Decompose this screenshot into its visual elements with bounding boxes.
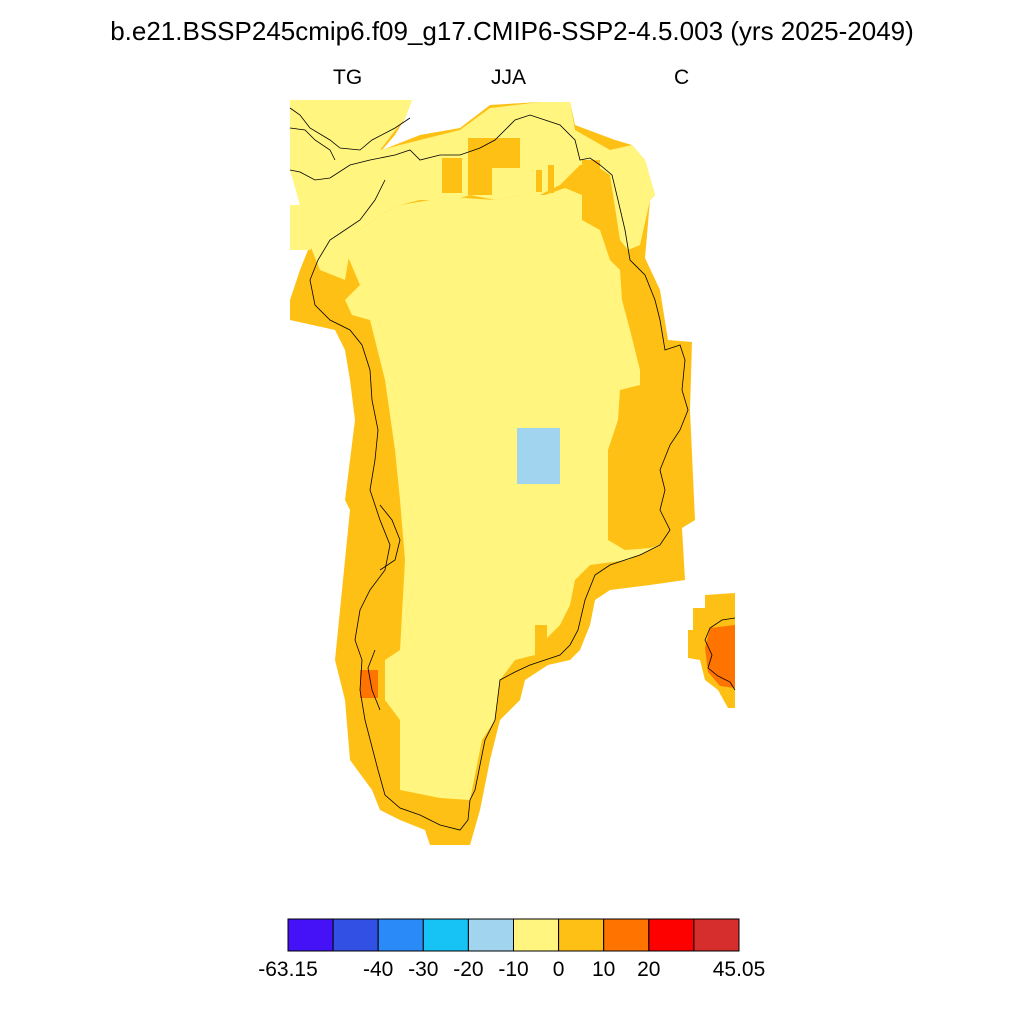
- colorbar-swatch: [603, 918, 650, 952]
- orange-island-region: [705, 625, 735, 688]
- coastline-west-fjords: [367, 504, 401, 711]
- amber-block-southwest: [535, 625, 547, 655]
- amber-block-north-6: [582, 160, 600, 220]
- amber-block-north-4: [548, 165, 554, 193]
- amber-block-north-5: [536, 170, 542, 192]
- colorbar-tick-label: -30: [408, 958, 439, 981]
- variable-label: TG: [333, 66, 363, 89]
- orange-patch-west: [360, 670, 378, 698]
- colorbar: [287, 918, 740, 952]
- coastline: [289, 107, 689, 831]
- yellow-interior-region: [345, 188, 660, 800]
- colorbar-swatch: [377, 918, 424, 952]
- colorbar-swatch: [693, 918, 740, 952]
- colorbar-swatch: [422, 918, 469, 952]
- colorbar-swatch: [467, 918, 514, 952]
- map-title: b.e21.BSSP245cmip6.f09_g17.CMIP6-SSP2-4.…: [110, 16, 914, 46]
- colorbar-swatch: [332, 918, 379, 952]
- amber-block-north-1: [442, 158, 462, 193]
- colorbar-tick-label: -63.15: [258, 958, 318, 981]
- colorbar-swatch: [513, 918, 560, 952]
- blue-patch: [517, 428, 560, 484]
- colorbar-tick-label: -10: [498, 958, 529, 981]
- season-label: JJA: [491, 66, 527, 89]
- amber-block-north-3: [468, 165, 492, 195]
- colorbar-tick-label: -20: [453, 958, 484, 981]
- coastline-island: [704, 617, 736, 691]
- colorbar-tick-label: 45.05: [712, 958, 766, 981]
- colorbar-tick-label: 0: [552, 958, 565, 981]
- colorbar-tick-label: -40: [363, 958, 394, 981]
- colorbar-swatch: [558, 918, 605, 952]
- yellow-patch-northwest: [290, 205, 318, 250]
- amber-block-north-2: [468, 138, 520, 168]
- colorbar-tick-label: 20: [637, 958, 661, 981]
- units-label: C: [674, 66, 690, 89]
- colorbar-swatch: [648, 918, 695, 952]
- colorbar-tick-label: 10: [592, 958, 616, 981]
- colorbar-swatch: [287, 918, 334, 952]
